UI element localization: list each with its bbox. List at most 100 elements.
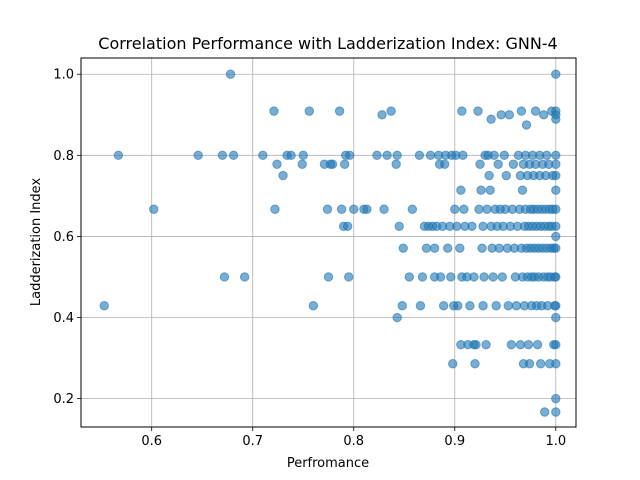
data-point (504, 110, 515, 120)
data-point (113, 150, 124, 161)
data-point (551, 185, 561, 195)
data-points (99, 69, 561, 417)
data-point (478, 221, 488, 231)
data-point (336, 204, 347, 214)
data-point (491, 301, 501, 311)
data-point (551, 159, 561, 169)
data-point (435, 272, 446, 282)
data-point (193, 150, 203, 161)
data-point (217, 150, 228, 161)
data-point (272, 159, 282, 169)
data-point (456, 185, 466, 195)
data-point (481, 339, 491, 350)
data-point (551, 170, 561, 181)
x-tick-label: 1.0 (545, 434, 566, 449)
data-point (457, 106, 467, 116)
data-point (486, 114, 496, 124)
data-point (344, 272, 354, 282)
data-point (414, 150, 425, 161)
data-point (476, 185, 486, 195)
data-point (508, 159, 519, 169)
data-point (455, 243, 465, 253)
data-point (394, 221, 404, 231)
data-point (362, 204, 372, 214)
data-point (535, 359, 546, 369)
data-point (485, 185, 495, 195)
data-point (542, 150, 552, 161)
chart-title: Correlation Performance with Ladderizati… (98, 34, 557, 53)
data-point (551, 150, 561, 161)
data-point (429, 243, 440, 253)
data-point (489, 150, 499, 161)
data-point (469, 272, 479, 282)
data-point (470, 359, 480, 369)
data-point (379, 204, 389, 214)
data-point (342, 221, 353, 231)
data-point (382, 150, 392, 161)
data-point (551, 114, 561, 124)
data-point (551, 339, 561, 350)
data-point (372, 150, 382, 161)
x-axis-label: Perfromance (287, 456, 369, 471)
data-point (349, 204, 359, 214)
x-tick-label: 0.9 (444, 434, 465, 449)
data-point (482, 204, 492, 214)
data-point (496, 110, 506, 120)
y-axis-label: Ladderization Index (29, 178, 44, 307)
x-axis-ticks: 0.6 0.7 0.8 0.9 1.0 (141, 427, 566, 449)
data-point (322, 204, 333, 214)
y-tick-label: 0.6 (53, 230, 74, 245)
data-point (506, 339, 517, 350)
data-point (391, 159, 401, 169)
data-point (467, 221, 477, 231)
data-point (459, 204, 469, 214)
data-point (452, 221, 462, 231)
y-tick-label: 0.8 (53, 149, 74, 164)
data-point (392, 312, 402, 323)
data-point (438, 301, 449, 311)
data-point (551, 221, 561, 231)
data-point (473, 106, 483, 116)
data-point (551, 231, 561, 242)
data-point (515, 339, 526, 350)
data-point (270, 204, 280, 214)
data-point (530, 106, 541, 116)
data-point (308, 301, 319, 311)
data-point (551, 407, 561, 417)
data-point (298, 150, 308, 161)
data-point (297, 159, 307, 169)
data-point (471, 339, 481, 350)
data-point (539, 407, 550, 417)
data-point (425, 150, 436, 161)
data-point (503, 301, 514, 311)
data-point (551, 69, 561, 79)
data-point (407, 204, 418, 214)
data-point (397, 301, 407, 311)
data-point (551, 301, 561, 311)
data-point (386, 106, 396, 116)
data-point (415, 301, 426, 311)
y-tick-label: 1.0 (53, 68, 74, 83)
data-point (493, 159, 503, 169)
data-point (225, 69, 236, 79)
y-tick-label: 0.2 (53, 392, 74, 407)
data-point (524, 359, 535, 369)
data-point (551, 312, 561, 323)
data-point (278, 170, 288, 181)
data-point (494, 243, 504, 253)
data-point (219, 272, 230, 282)
data-point (484, 170, 494, 181)
data-point (443, 243, 453, 253)
data-point (516, 106, 527, 116)
data-point (499, 150, 509, 161)
data-point (523, 339, 534, 350)
data-point (458, 150, 468, 161)
data-point (538, 110, 549, 120)
data-point (377, 110, 387, 120)
data-point (286, 150, 296, 161)
data-point (417, 272, 428, 282)
data-point (392, 150, 402, 161)
y-axis-ticks: 0.2 0.4 0.6 0.8 1.0 (53, 68, 81, 407)
x-tick-label: 0.8 (343, 434, 364, 449)
